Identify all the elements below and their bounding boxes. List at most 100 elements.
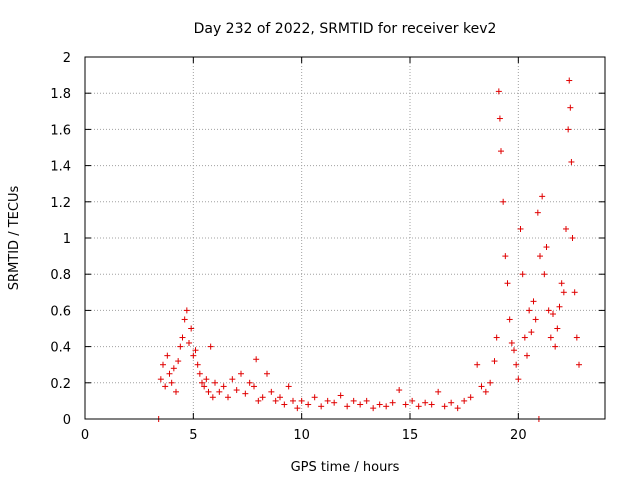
data-point	[543, 244, 550, 251]
data-point	[409, 397, 416, 404]
data-point	[541, 271, 548, 278]
data-point	[370, 405, 377, 412]
data-point	[402, 401, 409, 408]
data-point	[186, 339, 192, 346]
data-point	[474, 361, 481, 368]
data-point	[164, 352, 171, 359]
data-point	[183, 307, 190, 314]
data-point	[350, 397, 357, 404]
y-tick-label: 0.2	[50, 377, 71, 392]
y-tick-label: 1.2	[50, 196, 71, 211]
data-point	[181, 316, 188, 323]
data-point	[207, 343, 214, 350]
data-point	[196, 370, 203, 377]
data-point	[552, 343, 559, 350]
data-point	[428, 401, 435, 408]
y-tick-label: 0.8	[50, 268, 71, 283]
data-point	[277, 394, 283, 401]
data-point	[508, 339, 515, 346]
data-point	[550, 311, 556, 318]
y-tick-label: 2	[63, 51, 71, 66]
x-tick-label: 15	[402, 428, 419, 443]
data-point	[190, 352, 197, 359]
data-point	[311, 394, 318, 401]
data-point	[566, 77, 573, 84]
data-point	[253, 356, 260, 363]
data-point	[560, 289, 567, 296]
x-tick-label: 20	[510, 428, 527, 443]
data-point	[357, 401, 364, 408]
data-point	[454, 405, 461, 412]
data-point	[515, 376, 522, 383]
data-point	[383, 403, 390, 410]
y-tick-label: 0	[63, 413, 71, 428]
data-point	[547, 334, 554, 341]
data-point	[528, 329, 535, 336]
grid-layer	[85, 57, 605, 419]
data-point	[205, 388, 212, 395]
data-point	[495, 88, 502, 95]
data-point	[216, 388, 223, 395]
data-point	[513, 361, 520, 368]
data-point	[502, 253, 509, 260]
data-point	[305, 401, 312, 408]
data-point	[461, 397, 468, 404]
data-point	[524, 352, 530, 359]
data-point	[337, 392, 344, 399]
data-point	[506, 316, 513, 323]
data-point	[160, 361, 166, 368]
y-tick-label: 0.4	[50, 341, 71, 356]
data-point	[194, 361, 201, 368]
axis-ticks: 0 5 10 15 20 0 0.2 0.4 0.6 0.8 1 1.2 1.4 1.6 1.8 2	[50, 51, 605, 443]
data-point	[162, 383, 169, 390]
data-point	[220, 383, 227, 390]
data-point	[272, 397, 279, 404]
data-point	[166, 370, 173, 377]
data-point	[558, 280, 565, 287]
data-point	[285, 383, 292, 390]
data-point	[441, 403, 448, 410]
data-point	[565, 126, 572, 133]
data-point	[526, 307, 533, 314]
data-point	[389, 399, 396, 406]
data-point	[448, 399, 455, 406]
data-point	[298, 397, 305, 404]
x-axis-label: GPS time / hours	[291, 460, 400, 475]
data-point	[487, 379, 494, 386]
y-tick-label: 0.6	[50, 304, 71, 319]
data-point	[209, 394, 216, 401]
data-point	[246, 379, 253, 386]
data-point	[521, 334, 528, 341]
data-point	[192, 347, 199, 354]
data-point	[170, 365, 177, 372]
data-point	[318, 403, 325, 410]
data-point	[331, 399, 338, 406]
data-point	[376, 401, 383, 408]
data-point	[498, 148, 504, 155]
data-point	[563, 225, 569, 232]
data-point	[363, 397, 370, 404]
x-tick-label: 0	[81, 428, 89, 443]
data-point	[576, 361, 582, 368]
data-point	[233, 387, 240, 394]
data-point	[199, 379, 205, 386]
data-point	[242, 390, 249, 397]
data-point	[571, 289, 578, 296]
data-point	[175, 358, 182, 365]
data-point	[554, 325, 561, 332]
x-tick-label: 5	[189, 428, 197, 443]
data-point	[324, 397, 331, 404]
chart-title: Day 232 of 2022, SRMTID for receiver kev…	[194, 21, 497, 37]
data-point	[530, 298, 537, 305]
data-point	[519, 271, 526, 278]
data-point	[569, 235, 576, 241]
data-point	[168, 379, 175, 386]
data-point	[201, 383, 208, 390]
data-point	[504, 280, 511, 287]
data-point	[493, 334, 500, 341]
data-point	[268, 388, 275, 395]
data-point	[173, 388, 179, 395]
data-point	[467, 394, 474, 401]
data-point	[238, 370, 244, 377]
